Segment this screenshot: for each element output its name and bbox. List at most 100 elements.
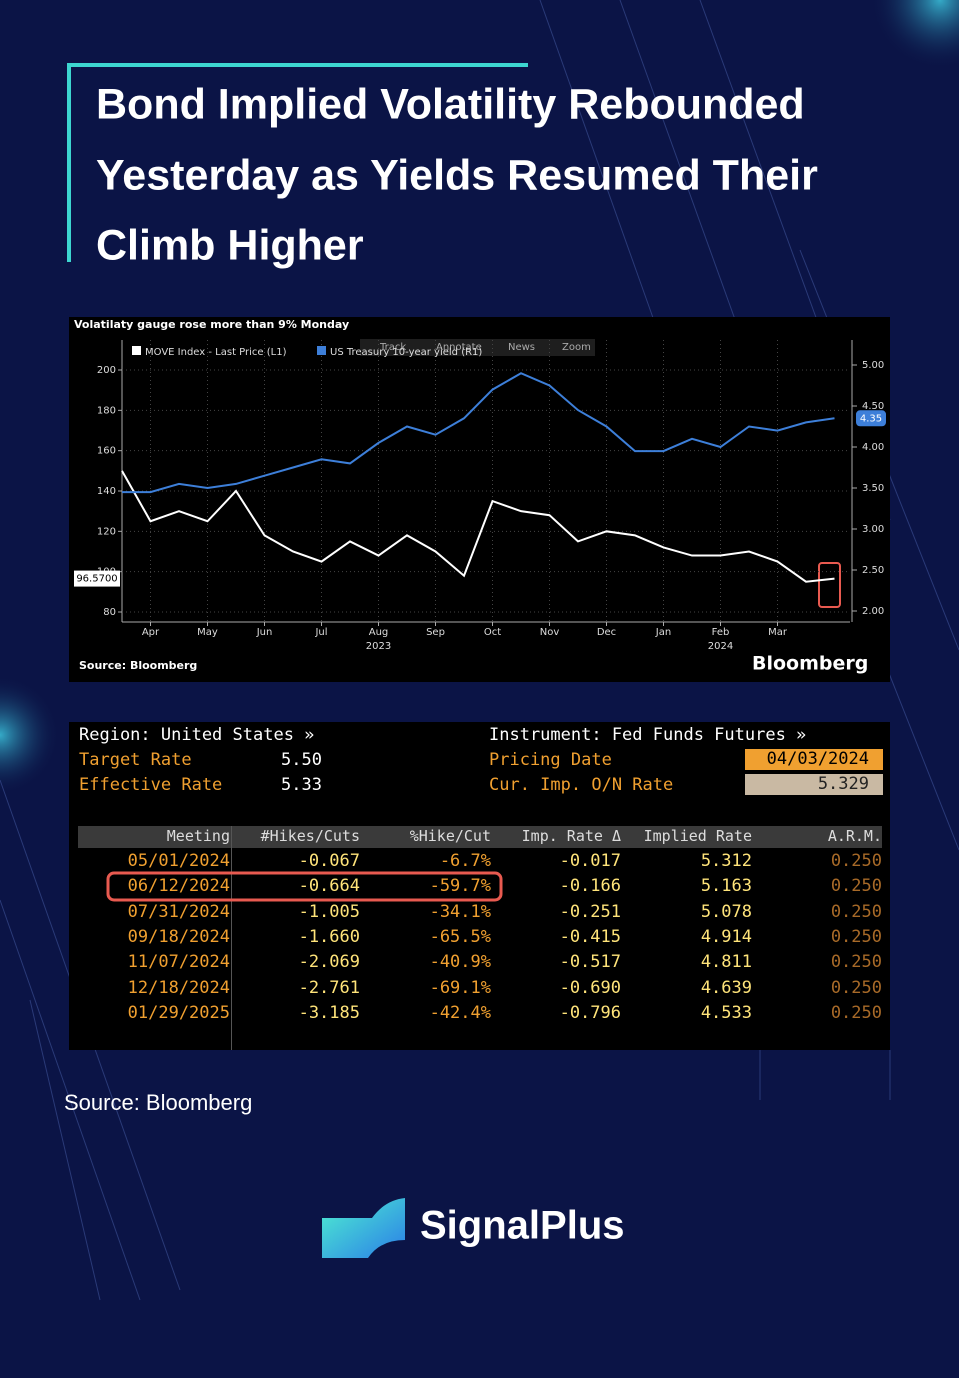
table-cell: 4.914 — [700, 926, 752, 947]
title-line: Bond Implied Volatility Rebounded — [96, 80, 805, 128]
field-label: Target Rate — [79, 750, 192, 770]
table-cell: -69.1% — [429, 977, 491, 998]
chart: 801001201401601802002.002.503.003.504.00… — [74, 340, 886, 652]
table-cell: -0.251 — [559, 901, 621, 922]
x-tick-label: Sep — [426, 627, 445, 638]
y2-tick-label: 3.50 — [862, 483, 884, 494]
table-cell: 5.078 — [700, 901, 752, 922]
table-cell: -0.517 — [559, 952, 621, 973]
series-line — [121, 470, 835, 583]
value-label: 4.35 — [860, 413, 882, 424]
column-header: Implied Rate — [643, 827, 752, 845]
table-cell: 5.163 — [700, 876, 752, 897]
y-tick-label: 140 — [97, 486, 116, 497]
field-value: 5.33 — [281, 775, 322, 795]
y2-tick-label: 4.00 — [862, 442, 884, 453]
x-tick-label: Mar — [768, 627, 788, 638]
table-cell: -1.005 — [298, 901, 360, 922]
y-tick-label: 160 — [97, 446, 116, 457]
table-cell: 0.250 — [830, 952, 882, 973]
table-cell: -0.017 — [559, 851, 621, 871]
x-tick-label: Jan — [655, 627, 671, 638]
toolbar — [360, 339, 595, 356]
y2-tick-label: 2.00 — [862, 606, 884, 617]
instrument[interactable]: Instrument: Fed Funds Futures » — [489, 725, 807, 745]
table-cell: 12/18/2024 — [127, 977, 230, 998]
table-cell: -0.415 — [559, 926, 621, 947]
y-tick-label: 200 — [97, 365, 116, 376]
toolbar-item[interactable]: Zoom — [562, 342, 591, 353]
footer-source: Source: Bloomberg — [64, 1090, 252, 1115]
table-cell: 0.250 — [830, 1002, 882, 1023]
table-cell: -2.761 — [298, 977, 360, 998]
field-input[interactable]: 5.329 — [745, 774, 883, 795]
table-cell: 4.533 — [700, 1002, 752, 1023]
field-input[interactable]: 04/03/2024 — [745, 749, 883, 770]
x-group-label: 2024 — [708, 641, 733, 652]
title-line: Yesterday as Yields Resumed Their — [96, 151, 818, 199]
x-group-label: 2023 — [366, 641, 391, 652]
y2-tick-label: 2.50 — [862, 565, 884, 576]
table-cell: 4.811 — [700, 952, 752, 973]
column-header: Meeting — [166, 827, 230, 845]
value-label-box — [74, 570, 120, 587]
x-tick-label: Apr — [142, 627, 160, 638]
y-tick-label: 120 — [97, 526, 116, 537]
table-cell: 06/12/2024 — [127, 876, 230, 897]
table-cell: -34.1% — [429, 901, 491, 922]
table-cell: -0.690 — [559, 977, 621, 998]
field-label: Effective Rate — [79, 775, 223, 795]
table-cell: -0.664 — [298, 876, 360, 897]
column-header: Imp. Rate Δ — [521, 827, 621, 845]
column-divider — [231, 826, 232, 1050]
x-tick-label: Jun — [256, 627, 273, 638]
glow — [0, 675, 60, 795]
table-cell: 07/31/2024 — [127, 901, 230, 922]
table-cell: -2.069 — [298, 952, 360, 973]
table-cell: 4.639 — [700, 977, 752, 998]
highlight-box — [818, 562, 841, 608]
glow — [870, 0, 959, 70]
table-cell: 0.250 — [830, 926, 882, 947]
table-cell: -40.9% — [429, 952, 491, 973]
field-value: 5.50 — [281, 750, 322, 770]
column-header: A.R.M. — [827, 827, 882, 845]
value-label-box — [856, 410, 886, 427]
y2-tick-label: 3.00 — [862, 524, 884, 535]
y-tick-label: 80 — [103, 607, 116, 618]
chart-panel — [69, 317, 890, 682]
signalplus-logo — [322, 1198, 405, 1258]
chart-title: Volatilaty gauge rose more than 9% Monda… — [74, 318, 349, 331]
column-header: %Hike/Cut — [409, 827, 491, 845]
legend-swatch — [132, 346, 141, 355]
fed-funds-table: Region: United States » Instrument: Fed … — [69, 722, 890, 1050]
table-cell: -0.166 — [559, 876, 621, 897]
y-tick-label: 180 — [97, 405, 116, 416]
y2-tick-label: 4.50 — [862, 401, 884, 412]
series-line — [122, 372, 835, 494]
brand-name: SignalPlus — [420, 1204, 625, 1248]
table-cell: 05/01/2024 — [127, 851, 230, 871]
table-cell: -59.7% — [429, 876, 491, 897]
x-tick-label: Oct — [484, 627, 501, 638]
x-tick-label: Feb — [712, 627, 730, 638]
table-cell: 0.250 — [830, 876, 882, 897]
table-cell: -3.185 — [298, 1002, 360, 1023]
column-header: #Hikes/Cuts — [260, 827, 360, 845]
table-cell: -1.660 — [298, 926, 360, 947]
region[interactable]: Region: United States » — [79, 725, 315, 745]
bloomberg-brand: Bloomberg — [752, 653, 868, 675]
toolbar-item[interactable]: Annotate — [436, 342, 482, 353]
table-cell: 01/29/2025 — [127, 1002, 230, 1023]
field-label: Cur. Imp. O/N Rate — [489, 775, 674, 795]
table-cell: 0.250 — [830, 977, 882, 998]
table-cell: -0.796 — [559, 1002, 621, 1023]
x-tick-label: Nov — [540, 627, 560, 638]
value-label: 96.5700 — [76, 574, 117, 585]
legend-label: MOVE Index - Last Price (L1) — [145, 347, 287, 358]
table-cell: 0.250 — [830, 851, 882, 871]
toolbar-item[interactable]: News — [508, 342, 535, 353]
header-bg — [78, 826, 882, 848]
toolbar-item[interactable]: Track — [379, 342, 406, 353]
